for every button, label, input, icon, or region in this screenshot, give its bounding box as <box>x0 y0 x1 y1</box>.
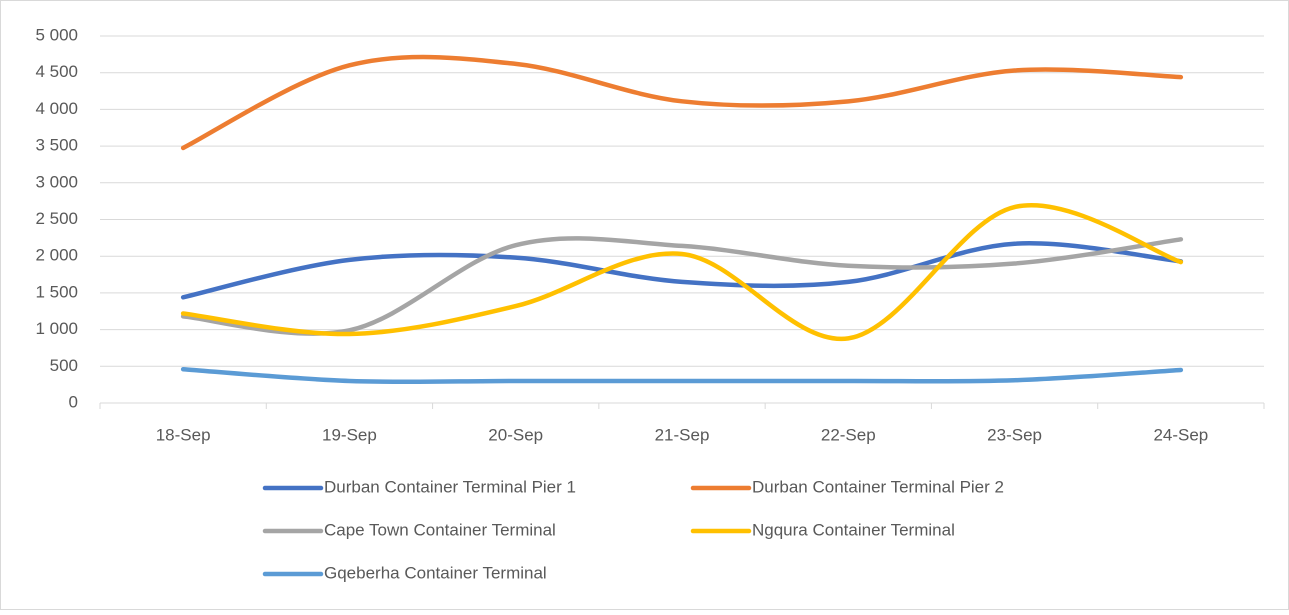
y-tick-label: 3 500 <box>35 136 78 155</box>
y-tick-label: 4 000 <box>35 99 78 118</box>
y-tick-label: 2 000 <box>35 246 78 265</box>
series-line <box>180 366 1184 385</box>
legend-label: Gqeberha Container Terminal <box>324 563 547 582</box>
series-line <box>180 241 1184 300</box>
legend-label: Ngqura Container Terminal <box>752 520 955 539</box>
y-tick-label: 0 <box>69 392 78 411</box>
y-tick-label: 5 000 <box>35 25 78 44</box>
legend-label: Cape Town Container Terminal <box>324 520 556 539</box>
series-line <box>180 236 1184 336</box>
x-tick-label: 18-Sep <box>156 425 211 444</box>
x-tick-label: 20-Sep <box>488 425 543 444</box>
x-tick-label: 21-Sep <box>655 425 710 444</box>
y-tick-label: 4 500 <box>35 62 78 81</box>
x-tick-label: 22-Sep <box>821 425 876 444</box>
y-tick-label: 500 <box>50 356 78 375</box>
series-line <box>180 54 1184 151</box>
legend-label: Durban Container Terminal Pier 2 <box>752 477 1004 496</box>
legend-label: Durban Container Terminal Pier 1 <box>324 477 576 496</box>
series-line <box>180 203 1184 342</box>
y-tick-label: 2 500 <box>35 209 78 228</box>
y-tick-label: 3 000 <box>35 172 78 191</box>
y-tick-label: 1 000 <box>35 319 78 338</box>
x-tick-label: 23-Sep <box>987 425 1042 444</box>
x-tick-label: 19-Sep <box>322 425 377 444</box>
x-tick-label: 24-Sep <box>1153 425 1208 444</box>
y-tick-label: 1 500 <box>35 282 78 301</box>
